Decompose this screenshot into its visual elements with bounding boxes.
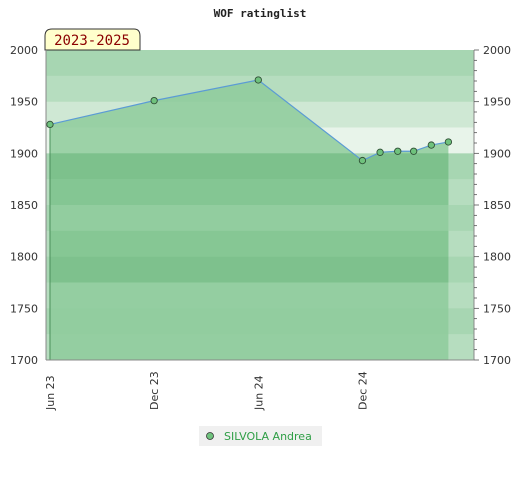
data-point [427,141,435,149]
y-tick-label-right: 1700 [483,354,511,367]
y-tick-label-right: 1750 [483,302,511,315]
y-tick-label-right: 1850 [483,199,511,212]
area-band [49,256,449,283]
y-tick-label-left: 1700 [10,354,38,367]
x-tick-label: Jun 24 [252,375,265,411]
data-point [358,156,367,165]
y-tick-label-right: 2000 [483,44,511,57]
y-tick-label-left: 2000 [10,44,38,57]
legend-marker [206,432,214,440]
y-tick-label-right: 1950 [483,96,511,109]
data-point [254,76,262,84]
x-tick-label: Jun 23 [44,375,57,411]
legend-label: SILVOLA Andrea [224,430,312,443]
chart-title: WOF ratinglist [214,7,307,20]
y-tick-label-left: 1750 [10,302,38,315]
x-tick-labels: Jun 23 Dec 23 Jun 24 Dec 24 [44,371,369,411]
y-tick-label-left: 1800 [10,251,38,264]
period-badge-frame [44,28,141,51]
period-label: 2023-2025 [54,33,130,49]
y-tick-label-left: 1950 [10,96,38,109]
data-point [444,138,453,146]
legend[interactable]: SILVOLA Andrea [199,426,322,446]
data-point [150,96,158,105]
x-tick-label: Dec 23 [148,371,161,410]
y-tick-label-right: 1800 [483,251,511,264]
y-tick-label-right: 1900 [483,147,511,160]
left-y-tick-labels: 1700 1750 1800 1850 1900 1950 2000 [10,44,38,367]
area-band [49,153,449,180]
data-point [394,147,402,155]
period-badge: 2023-2025 [44,28,141,51]
y-tick-label-left: 1850 [10,199,38,212]
rating-area [49,79,449,360]
data-point [376,148,384,156]
x-tick-label: Dec 24 [356,371,369,410]
data-point [410,147,418,155]
background-band [46,50,474,77]
y-tick-label-left: 1900 [10,147,38,160]
right-y-tick-labels: 1700 1750 1800 1850 1900 1950 2000 [483,44,511,367]
data-point [46,120,54,129]
area-band [49,230,449,257]
right-axis-minor-ticks [474,49,479,361]
legend-box [199,426,322,446]
area-band [49,179,449,205]
data-points [46,76,453,165]
